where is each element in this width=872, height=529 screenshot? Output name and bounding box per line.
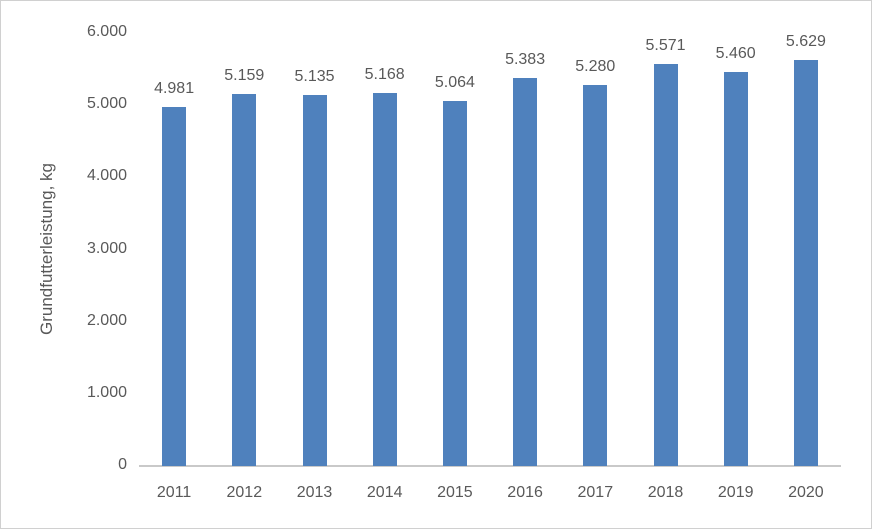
y-tick-label: 2.000 (86, 311, 127, 329)
bar-value-label: 5.383 (505, 50, 546, 68)
x-tick-label: 2015 (437, 484, 473, 501)
bar (232, 93, 257, 466)
bar-value-label: 5.064 (434, 73, 475, 91)
x-tick-label: 2016 (507, 484, 543, 501)
x-tick-label: 2017 (577, 484, 614, 501)
bar-value-label: 5.280 (575, 57, 616, 75)
bar-value-label: 5.629 (785, 32, 826, 50)
x-tick-label: 2011 (156, 484, 192, 501)
x-tick-label: 2018 (647, 484, 684, 501)
y-tick-label: 1.000 (86, 383, 127, 401)
x-tick-label: 2014 (366, 484, 403, 501)
y-tick-label: 5.000 (86, 95, 127, 113)
x-tick-label: 2020 (788, 484, 824, 501)
bar (442, 100, 467, 466)
x-tick-label: 2012 (226, 484, 263, 501)
y-tick-label: 0 (118, 456, 127, 473)
bar (723, 71, 748, 466)
x-tick-label: 2013 (296, 484, 333, 501)
bar (653, 63, 678, 466)
y-tick-label: 4.000 (86, 167, 127, 185)
bar-value-label: 5.571 (645, 36, 686, 54)
bar (162, 106, 187, 466)
bar (372, 93, 397, 466)
bar (583, 84, 608, 466)
bar-value-label: 5.168 (364, 66, 405, 84)
x-tick-label: 2019 (717, 484, 754, 501)
bar (302, 95, 327, 466)
bar-value-label: 5.159 (224, 66, 265, 84)
bar-value-label: 4.981 (154, 79, 195, 97)
bar (513, 77, 538, 466)
x-axis-line (139, 465, 841, 467)
bar (793, 59, 818, 466)
bar-value-label: 5.460 (715, 44, 756, 62)
y-tick-label: 3.000 (86, 239, 127, 257)
y-tick-label: 6.000 (86, 23, 127, 40)
bar-value-label: 5.135 (294, 68, 335, 86)
